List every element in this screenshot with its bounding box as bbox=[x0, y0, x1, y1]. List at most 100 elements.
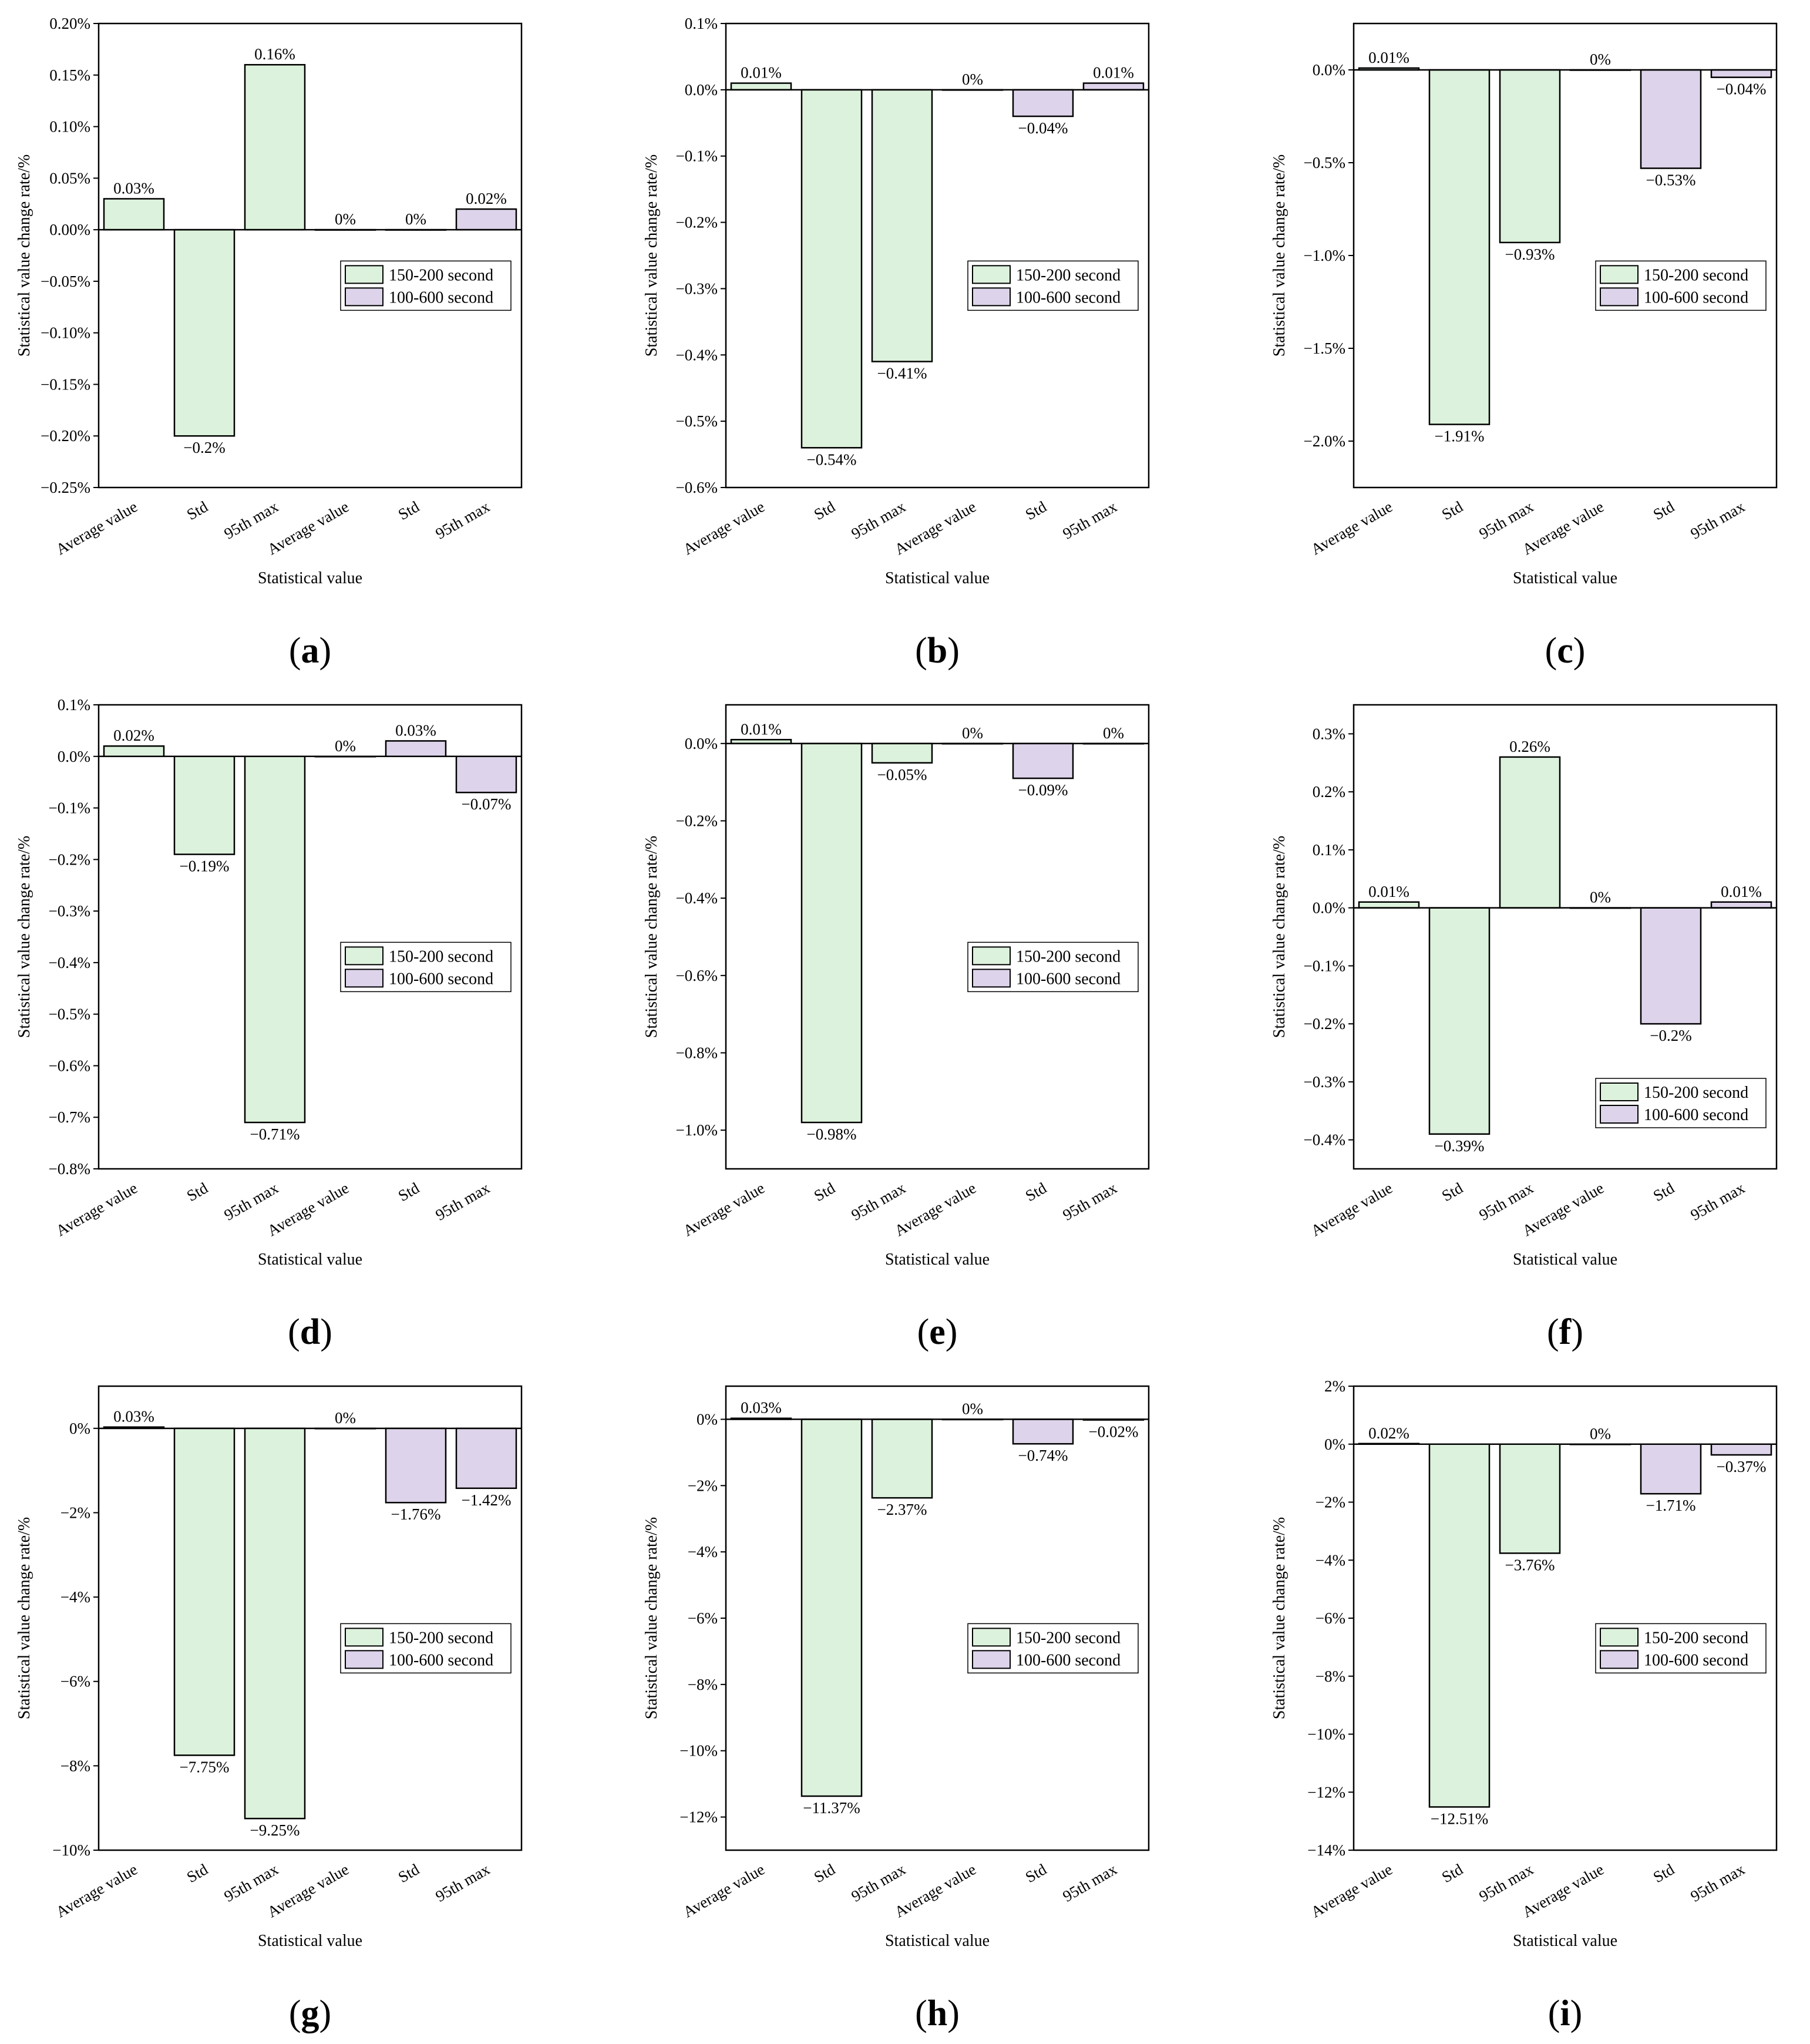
plot-frame bbox=[1353, 22, 1778, 489]
chart-panel-e: 0.0% −0.2% −0.4% −0.6% −0.8% −1.0% 0.01% −0.98%… bbox=[642, 704, 1150, 1352]
legend: 150-200 second 100-600 second bbox=[967, 1623, 1139, 1674]
y-tick-label: −0.6% bbox=[49, 1057, 90, 1074]
y-tick-label: −0.20% bbox=[41, 427, 90, 445]
data-label: 0% bbox=[335, 737, 356, 755]
legend: 150-200 second 100-600 second bbox=[1595, 1623, 1767, 1674]
bar bbox=[800, 89, 863, 449]
x-tick-label: Std bbox=[1650, 1860, 1678, 1886]
legend-swatch bbox=[1600, 287, 1639, 307]
y-tick-label: −4% bbox=[60, 1588, 90, 1606]
data-label: −0.09% bbox=[1018, 781, 1068, 799]
bar bbox=[730, 82, 792, 91]
y-tick-label: −1.0% bbox=[1304, 247, 1345, 264]
x-tick-label: Std bbox=[811, 497, 839, 523]
data-label: 0.01% bbox=[1093, 64, 1134, 82]
data-label: −0.02% bbox=[1089, 1423, 1139, 1441]
bar bbox=[1012, 89, 1074, 117]
x-tick-label: 95th max bbox=[1059, 1179, 1120, 1224]
data-label: 0.02% bbox=[113, 727, 154, 744]
data-label: 0.01% bbox=[1721, 883, 1762, 900]
y-tick-label: −0.4% bbox=[1304, 1131, 1345, 1149]
data-label: −0.04% bbox=[1717, 80, 1767, 98]
x-tick-label: 95th max bbox=[432, 1860, 493, 1905]
legend-swatch bbox=[345, 287, 383, 307]
bar bbox=[103, 745, 165, 758]
y-axis-title: Statistical value change rate/% bbox=[1270, 1517, 1288, 1719]
legend: 150-200 second 100-600 second bbox=[1595, 260, 1767, 311]
legend-label: 150-200 second bbox=[389, 1629, 493, 1647]
x-axis-title: Statistical value bbox=[1513, 1932, 1617, 1950]
data-label: −1.91% bbox=[1435, 428, 1485, 445]
legend-swatch bbox=[1600, 1628, 1639, 1647]
x-tick-label: 95th max bbox=[1687, 1179, 1748, 1224]
data-label: 0.03% bbox=[395, 721, 436, 739]
legend-label: 150-200 second bbox=[1016, 1629, 1121, 1647]
x-tick-label: Average value bbox=[1308, 1179, 1395, 1239]
y-axis-title: Statistical value change rate/% bbox=[642, 836, 661, 1038]
legend-swatch bbox=[345, 1650, 383, 1669]
x-tick-label: 95th max bbox=[1476, 497, 1536, 543]
x-tick-label: Std bbox=[1022, 1860, 1050, 1886]
chart-panel-d: 0.1% 0.0% −0.1% −0.2% −0.3% −0.4% −0.5% −0.6% −0… bbox=[15, 696, 523, 1352]
y-tick-label: −12% bbox=[1307, 1783, 1345, 1801]
bar bbox=[244, 1427, 306, 1820]
y-tick-label: −0.4% bbox=[676, 346, 718, 364]
chart-panel-i: 2% 0% −2% −4% −6% −8% −10% −12% −14% 0.02% −12.51%… bbox=[1270, 1377, 1778, 2033]
legend-label: 100-600 second bbox=[1016, 1651, 1121, 1669]
x-tick-label: Average value bbox=[680, 1179, 768, 1239]
data-label: −0.53% bbox=[1646, 171, 1696, 189]
legend: 150-200 second 100-600 second bbox=[967, 260, 1139, 311]
legend-label: 100-600 second bbox=[389, 288, 493, 307]
y-tick-label: 0.0% bbox=[685, 81, 718, 99]
data-label: −2.37% bbox=[877, 1501, 927, 1518]
panel-label: (c) bbox=[1545, 631, 1586, 671]
y-tick-label: −10% bbox=[679, 1742, 718, 1760]
x-tick-label: Average value bbox=[53, 497, 140, 558]
x-tick-label: Std bbox=[395, 497, 423, 523]
x-tick-label: 95th max bbox=[1059, 1860, 1120, 1905]
x-tick-label: 95th max bbox=[848, 1860, 909, 1905]
y-tick-label: −0.6% bbox=[676, 479, 718, 496]
y-tick-label: −2% bbox=[688, 1477, 718, 1494]
legend-swatch bbox=[972, 946, 1011, 966]
plot-frame bbox=[725, 1385, 1150, 1851]
x-tick-label: Std bbox=[811, 1860, 839, 1886]
chart-panel-f: 0.3% 0.2% 0.1% 0.0% −0.1% −0.2% −0.3% −0.4% 0.01… bbox=[1270, 704, 1778, 1352]
y-tick-label: −0.5% bbox=[49, 1006, 90, 1023]
legend-label: 100-600 second bbox=[389, 1651, 493, 1669]
x-tick-label: Std bbox=[395, 1860, 423, 1886]
y-tick-label: −0.4% bbox=[676, 889, 718, 907]
x-tick-label: Std bbox=[184, 1179, 211, 1205]
x-tick-label: Std bbox=[1022, 497, 1050, 523]
legend-label: 150-200 second bbox=[1016, 947, 1121, 966]
y-tick-label: 0.0% bbox=[1313, 899, 1345, 917]
y-axis-title: Statistical value change rate/% bbox=[15, 836, 33, 1038]
data-label: −0.93% bbox=[1505, 246, 1555, 263]
bar bbox=[1012, 742, 1074, 779]
data-label: −3.76% bbox=[1505, 1556, 1555, 1574]
legend-label: 150-200 second bbox=[1644, 1084, 1748, 1102]
data-label: 0.26% bbox=[1509, 738, 1550, 755]
data-label: −0.74% bbox=[1018, 1447, 1068, 1464]
x-tick-label: Std bbox=[184, 1860, 211, 1886]
y-axis-title: Statistical value change rate/% bbox=[1270, 154, 1288, 357]
panel-label: (d) bbox=[288, 1312, 332, 1352]
chart-panel-b: 0.1% 0.0% −0.1% −0.2% −0.3% −0.4% −0.5% −0.6% 0.… bbox=[642, 15, 1150, 671]
bar bbox=[173, 228, 235, 437]
x-axis-title: Statistical value bbox=[1513, 1250, 1617, 1269]
x-tick-label: Std bbox=[1439, 497, 1466, 523]
y-tick-label: −0.5% bbox=[1304, 154, 1345, 172]
y-tick-label: −0.1% bbox=[49, 799, 90, 817]
data-label: 0% bbox=[1103, 724, 1124, 742]
x-tick-label: Std bbox=[811, 1179, 839, 1205]
legend-swatch bbox=[972, 969, 1011, 988]
y-tick-label: −0.8% bbox=[676, 1044, 718, 1062]
bar bbox=[1710, 69, 1772, 78]
legend-label: 100-600 second bbox=[1644, 1106, 1748, 1124]
legend-swatch bbox=[972, 1650, 1011, 1669]
legend-swatch bbox=[345, 265, 383, 284]
y-tick-label: −0.05% bbox=[41, 273, 90, 290]
y-tick-label: 0% bbox=[69, 1420, 90, 1437]
bar bbox=[1012, 1418, 1074, 1445]
